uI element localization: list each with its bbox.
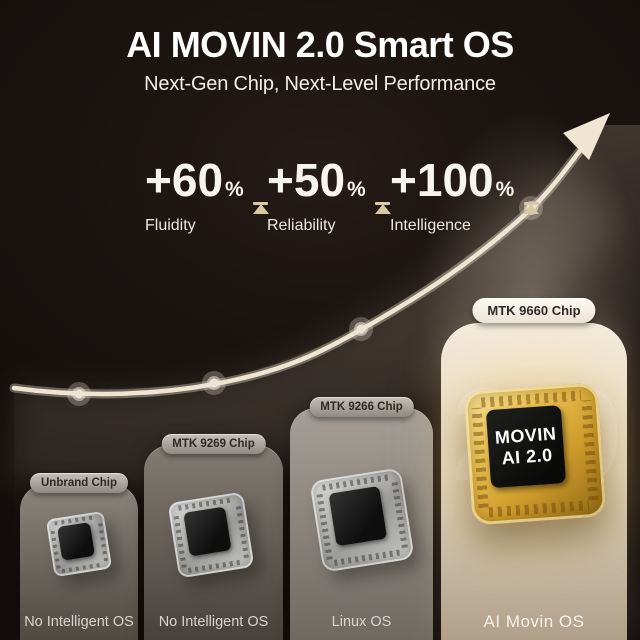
curve-point <box>349 317 373 341</box>
chip-version-text: AI 2.0 <box>500 444 554 469</box>
chip-pins <box>481 391 581 408</box>
chip-badge: Unbrand Chip <box>29 473 129 493</box>
chip-pins <box>333 548 403 566</box>
chip-pins <box>390 479 408 549</box>
chip-pins <box>489 500 589 517</box>
os-label: No Intelligent OS <box>24 614 134 630</box>
os-label: AI Movin OS <box>483 612 585 631</box>
chip-die: MOVIN AI 2.0 <box>486 405 567 488</box>
silver-chip-illustration <box>45 510 113 578</box>
chip-tier-card-mtk9266: MTK 9266 Chip Linux OS <box>290 397 433 640</box>
chip-badge: MTK 9269 Chip <box>161 434 266 454</box>
chip-pins <box>581 400 598 500</box>
chip-pins <box>187 558 245 573</box>
silver-chip-illustration <box>167 491 255 579</box>
os-label: Linux OS <box>331 614 392 630</box>
silver-chip-illustration <box>309 467 415 573</box>
chip-pins <box>61 562 105 573</box>
chip-tier-card-unbrand: Unbrand Chip No Intelligent OS <box>20 473 138 640</box>
os-label: No Intelligent OS <box>158 614 269 630</box>
chip-die <box>182 506 232 557</box>
chip-pins <box>234 501 249 559</box>
chip-tier-card-mtk9660: MTK 9660 Chip 2.0 MOVIN AI 2.0 AI Movin … <box>441 298 627 640</box>
gold-chip-illustration: MOVIN AI 2.0 <box>463 382 607 526</box>
curve-point <box>202 371 226 395</box>
curve-point <box>519 196 543 220</box>
curve-arrow-icon <box>563 113 610 160</box>
chip-tier-card-mtk9269: MTK 9269 Chip No Intelligent OS <box>144 434 283 640</box>
chip-pins <box>97 518 108 562</box>
chip-die <box>328 485 388 547</box>
curve-point <box>67 382 91 406</box>
chip-badge: MTK 9660 Chip <box>472 298 596 323</box>
chip-pins <box>472 408 489 508</box>
chip-badge: MTK 9266 Chip <box>309 397 414 417</box>
chip-die <box>57 522 95 561</box>
